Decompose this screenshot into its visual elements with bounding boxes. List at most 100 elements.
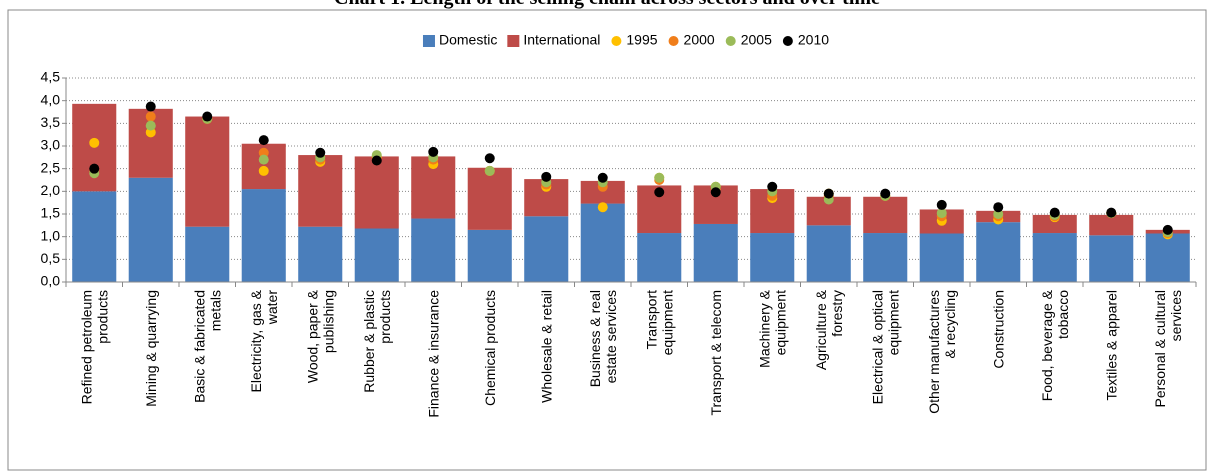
x-tick-label: Other manufactures& recycling <box>926 290 958 414</box>
dot-marker <box>89 163 100 174</box>
label-line: products <box>377 290 393 344</box>
x-tick-label: Electricity, gas &water <box>248 289 280 392</box>
dot-marker <box>145 101 156 112</box>
y-tick-label: 4,5 <box>41 69 61 85</box>
label-line: & recycling <box>942 290 958 358</box>
dot-marker <box>597 202 608 213</box>
dot-marker <box>484 153 495 164</box>
x-tick-label: Business & realestate services <box>587 290 619 387</box>
dot-marker <box>654 172 665 183</box>
legend: Domestic International 1995 2000 2005 2010 <box>422 32 829 48</box>
label-line: publishing <box>320 290 336 353</box>
dot-marker <box>258 135 269 146</box>
dot-marker <box>767 181 778 192</box>
dot-marker <box>654 187 665 198</box>
bar-segment <box>185 116 230 227</box>
dot-marker <box>1106 207 1117 218</box>
dot-marker <box>428 146 439 157</box>
x-tick-label: Agriculture &forestry <box>813 289 845 370</box>
label-line: estate services <box>603 290 619 383</box>
dot-marker <box>89 137 100 148</box>
label-line: forestry <box>829 290 845 337</box>
legend-label: 2005 <box>741 32 772 48</box>
dot-marker <box>258 165 269 176</box>
legend-swatch <box>782 36 793 46</box>
legend-swatch <box>422 35 435 47</box>
label-line: equipment <box>885 290 901 355</box>
y-tick-label: 4,0 <box>41 91 61 107</box>
label-line: Machinery & <box>756 289 772 367</box>
label-line: water <box>264 290 280 326</box>
bar-segment <box>580 180 625 204</box>
bar-segment <box>128 177 173 282</box>
bar-segment <box>1032 233 1077 282</box>
dot-marker <box>936 208 947 219</box>
x-tick-label: Rubber & plasticproducts <box>361 290 393 393</box>
x-tick-label: Wood, paper &publishing <box>304 289 336 383</box>
bar-segment <box>185 226 230 282</box>
label-line: Agriculture & <box>813 289 829 370</box>
chart-title: Chart 1. Length of the selling chain acr… <box>334 0 880 9</box>
legend-swatch <box>611 36 622 46</box>
label-line: Rubber & plastic <box>361 290 377 393</box>
label-line: Other manufactures <box>926 290 942 414</box>
label-line: Textiles & apparel <box>1103 290 1119 401</box>
dot-marker <box>202 111 213 122</box>
dot-marker <box>993 202 1004 213</box>
x-tick-label: Personal & culturalservices <box>1152 290 1184 408</box>
bar-segment <box>1089 214 1134 236</box>
legend-label: Domestic <box>439 32 497 48</box>
bar-segment <box>976 222 1021 282</box>
bar-segment <box>298 155 343 227</box>
y-tick-label: 0,5 <box>41 250 61 266</box>
x-tick-label: Food, beverage &tobacco <box>1039 289 1071 401</box>
legend-swatch <box>668 36 679 46</box>
legend-swatch <box>507 35 520 47</box>
bar-segment <box>524 216 569 282</box>
label-line: services <box>1168 290 1184 341</box>
dot-marker <box>597 172 608 183</box>
legend-label: 1995 <box>626 32 657 48</box>
label-line: Wood, paper & <box>304 289 320 383</box>
legend-label: 2010 <box>798 32 829 48</box>
bar-segment <box>354 156 399 229</box>
label-line: Transport & telecom <box>708 290 724 416</box>
legend-label: 2000 <box>684 32 715 48</box>
bar-segment <box>637 233 682 282</box>
y-tick-label: 3,5 <box>41 114 61 130</box>
dot-marker <box>315 147 326 158</box>
y-tick-label: 0,0 <box>41 273 61 289</box>
dot-marker <box>541 171 552 182</box>
label-line: equipment <box>659 290 675 355</box>
bar-segment <box>467 167 512 230</box>
label-line: Food, beverage & <box>1039 289 1055 401</box>
label-line: Personal & cultural <box>1152 290 1168 408</box>
bar-segment <box>354 228 399 282</box>
x-tick-label: Machinery &equipment <box>756 289 788 367</box>
bar-segment <box>411 218 456 282</box>
label-line: Mining & quarrying <box>143 290 159 407</box>
dot-marker <box>145 111 156 122</box>
x-tick-label: Mining & quarrying <box>143 290 159 407</box>
bar-segment <box>298 226 343 282</box>
bar-segment <box>863 233 908 282</box>
y-tick-label: 2,0 <box>41 182 61 198</box>
bar-segment <box>72 191 117 282</box>
label-line: Business & real <box>587 290 603 387</box>
x-tick-label: Transport & telecom <box>708 290 724 416</box>
x-tick-label: Wholesale & retail <box>538 290 554 403</box>
bar-segment <box>1032 214 1077 234</box>
dot-marker <box>371 155 382 166</box>
x-tick-label: Textiles & apparel <box>1103 290 1119 401</box>
dot-marker <box>1162 224 1173 235</box>
label-line: Electrical & optical <box>869 290 885 404</box>
label-line: Chemical products <box>482 290 498 406</box>
dot-marker <box>880 188 891 199</box>
bar-segment <box>863 196 908 234</box>
label-line: tobacco <box>1055 290 1071 339</box>
y-tick-label: 2,5 <box>41 159 61 175</box>
bar-segment <box>241 189 286 282</box>
y-tick-label: 1,5 <box>41 205 61 221</box>
